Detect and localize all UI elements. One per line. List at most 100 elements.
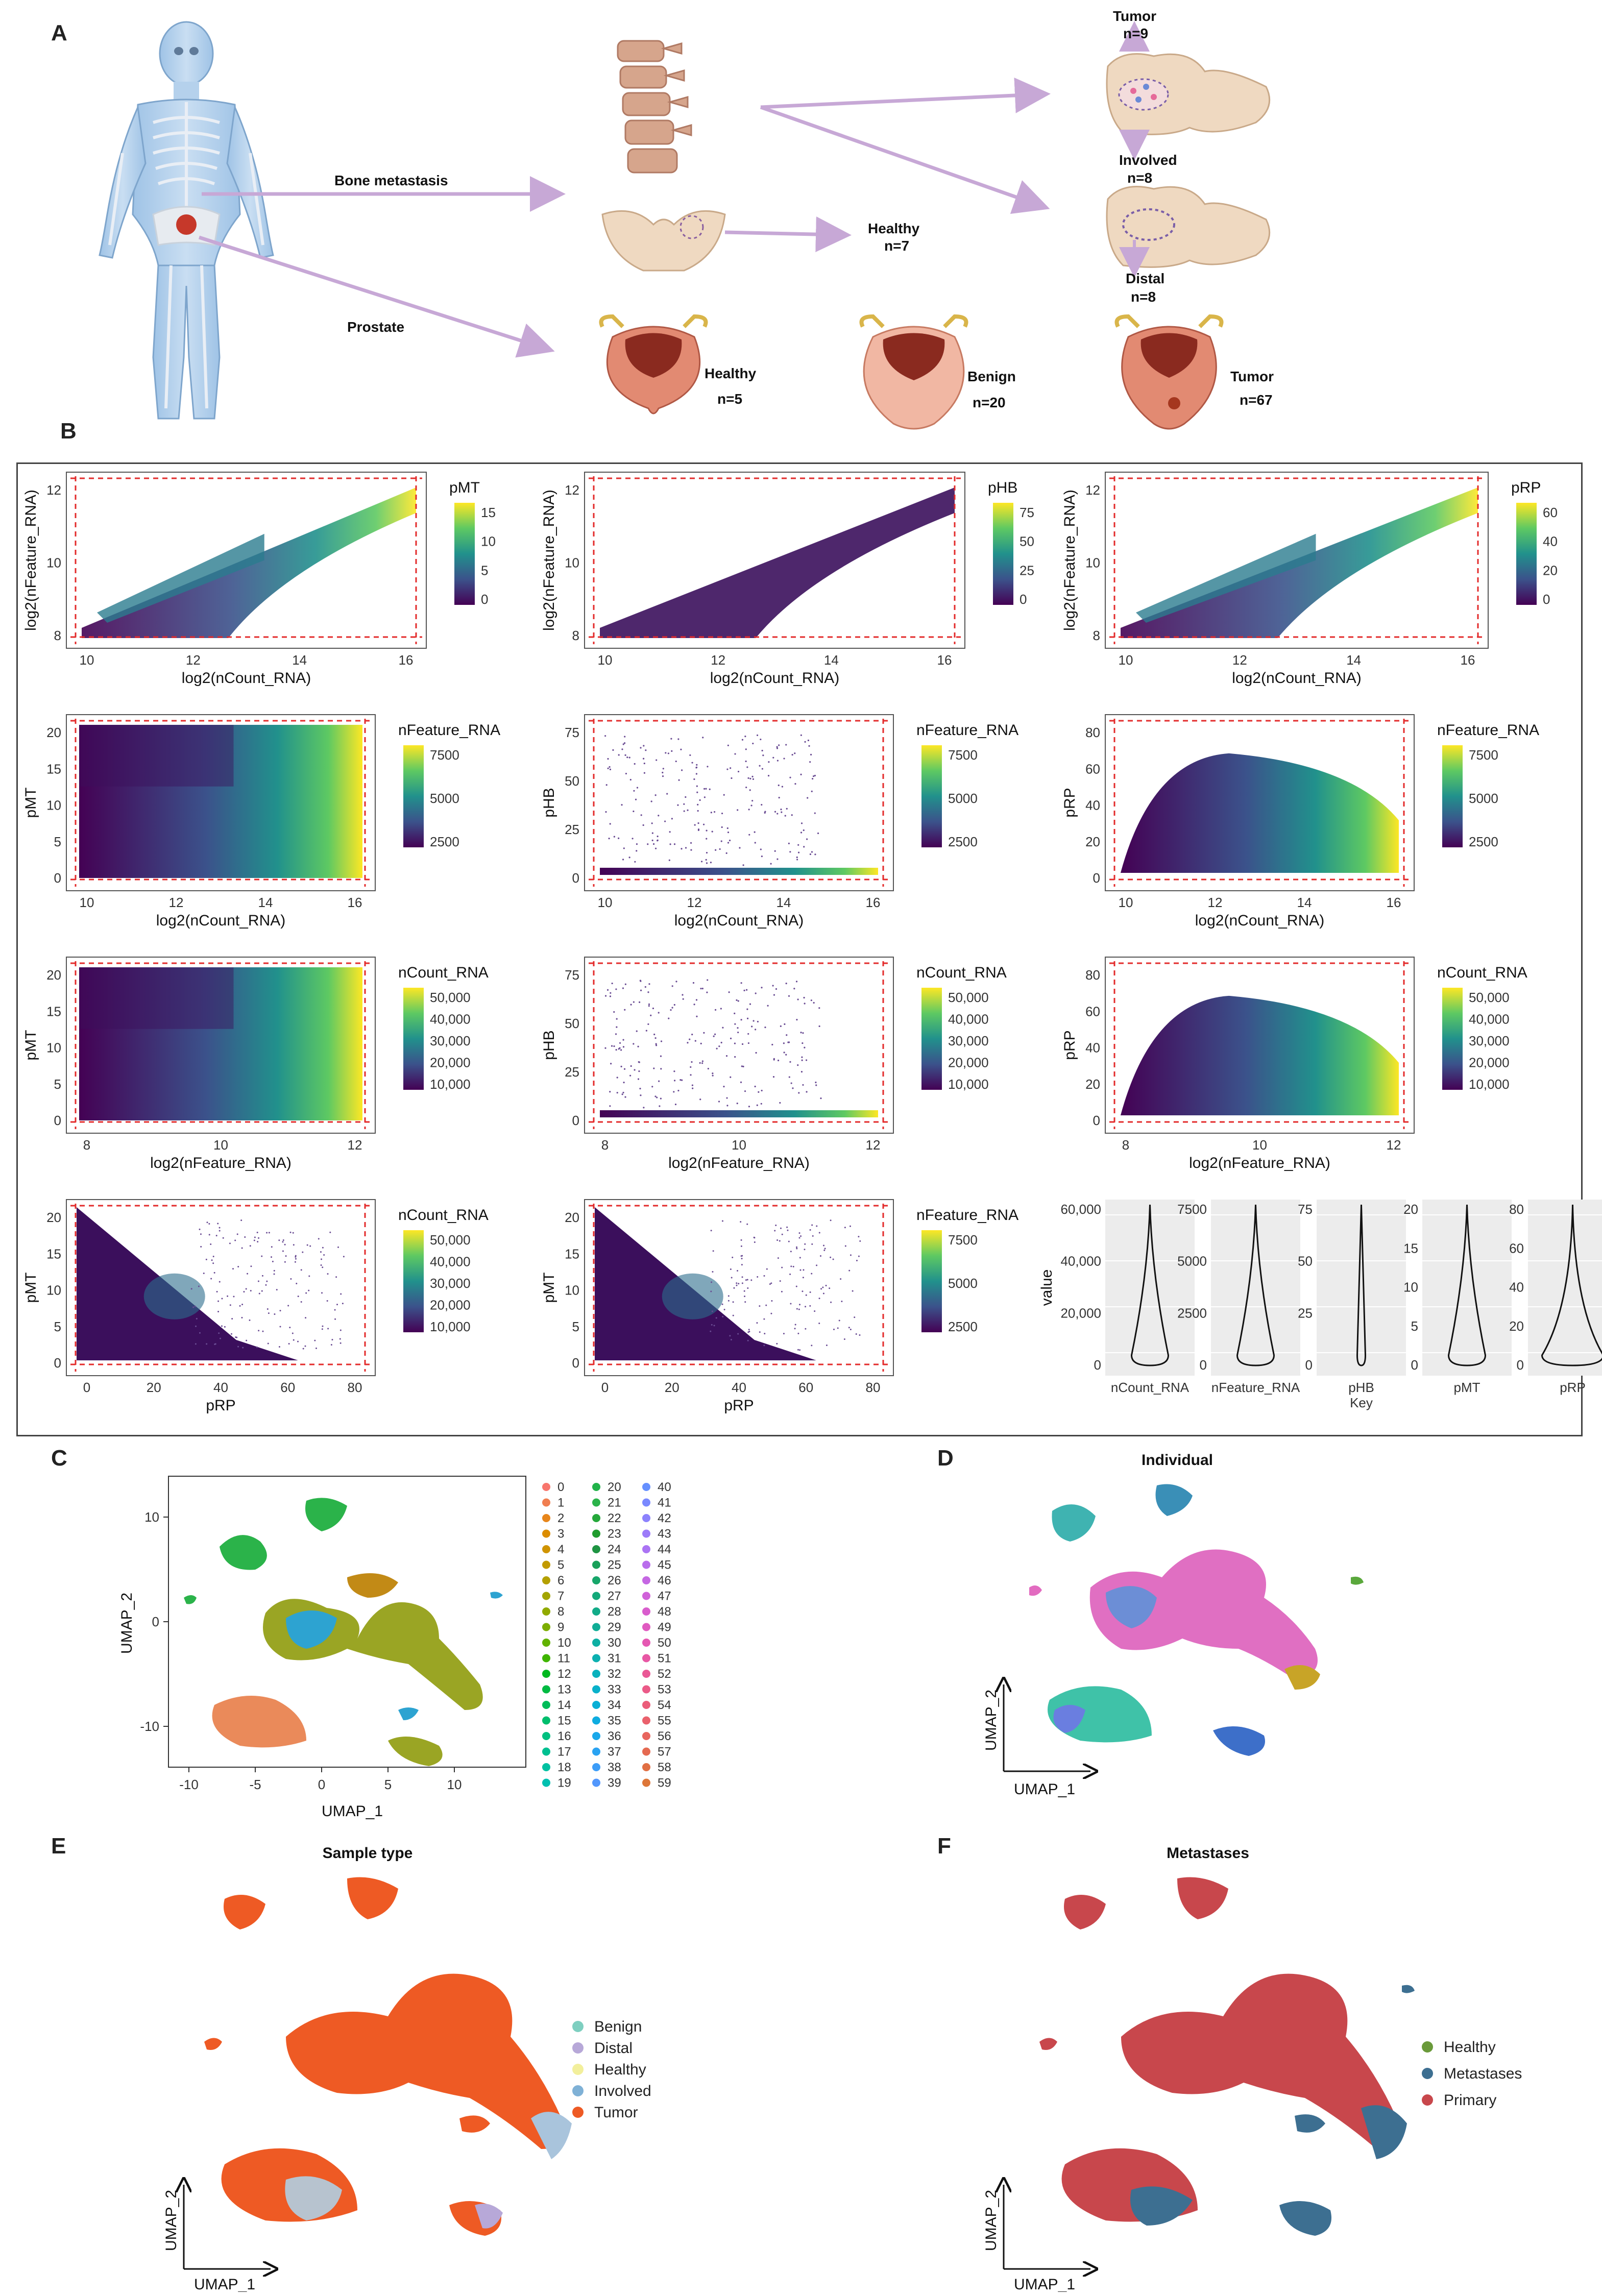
cluster-label: 22 [608, 1511, 621, 1525]
y-tick-label: 10 [565, 1283, 579, 1298]
y-tick-label: 15 [46, 1004, 61, 1019]
x-axis-title: pRP [724, 1397, 754, 1414]
cluster-label: 47 [658, 1590, 671, 1603]
qc-plot-r1c2: 10 12 14 16 8 10 12 log2(nCount_RNA) log2(nFeatu… [541, 472, 1034, 687]
cluster-label: 11 [557, 1652, 570, 1666]
colorbar-tick-label: 50,000 [430, 1232, 471, 1248]
colorbar-title: pMT [449, 479, 480, 496]
umap-e-xlabel: UMAP_1 [194, 2276, 255, 2292]
colorbar-title: pRP [1511, 479, 1541, 496]
qc-density [600, 734, 878, 875]
y-tick-label: 12 [565, 482, 579, 498]
violin-tick-label: 20 [1403, 1202, 1418, 1217]
colorbar-tick-label: 2500 [948, 834, 978, 849]
y-axis-title: log2(nFeature_RNA) [1061, 490, 1078, 631]
colorbar-tick-label: 40 [1543, 534, 1558, 549]
y-axis-title: pHB [541, 1030, 557, 1060]
cluster-legend-item: 34 [592, 1698, 621, 1712]
qc-threshold-lines [70, 1204, 371, 1372]
cluster-legend-item: 6 [542, 1574, 564, 1587]
label-prostate: Prostate [347, 319, 405, 335]
qc-scatter-grid: 10 12 14 16 8 10 12 log2(nCount_RNA) log2(nFeatu… [22, 472, 1602, 1414]
cluster-label: 12 [557, 1667, 571, 1681]
colorbar-tick-label: 20,000 [430, 1298, 471, 1313]
colorbar [993, 503, 1013, 605]
cluster-swatch [642, 1514, 650, 1522]
cluster-legend-item: 22 [592, 1511, 621, 1525]
legend-label: Distal [594, 2040, 633, 2057]
cluster-legend-item: 54 [642, 1698, 671, 1712]
y-tick-label: 0 [572, 1113, 579, 1128]
violin-xlabel: pHB [1348, 1380, 1374, 1395]
y-tick-label: 60 [1085, 1004, 1100, 1019]
cluster-label: 20 [608, 1480, 621, 1494]
x-axis-title: log2(nCount_RNA) [1195, 912, 1324, 929]
qc-threshold-lines [1109, 476, 1484, 644]
cluster-swatch [542, 1592, 550, 1600]
cluster-label: 31 [608, 1652, 621, 1666]
cluster-swatch [592, 1778, 600, 1787]
violin-tick-label: 2500 [1177, 1305, 1207, 1321]
cluster-legend-item: 4 [542, 1543, 564, 1556]
umap-c-ylabel: UMAP_2 [118, 1593, 135, 1654]
x-tick-label: 40 [213, 1380, 228, 1395]
cluster-legend-item: 39 [592, 1776, 621, 1790]
legend-swatch [572, 2042, 584, 2054]
cluster-label: 39 [608, 1776, 621, 1790]
cluster-legend-item: 33 [592, 1683, 621, 1697]
y-tick-label: 0 [572, 1355, 579, 1371]
cluster-swatch [592, 1654, 600, 1663]
cluster-legend-item: 19 [542, 1776, 571, 1790]
y-tick-label: 0 [1093, 1113, 1100, 1128]
y-tick-label: 75 [565, 725, 579, 740]
cluster-swatch [592, 1529, 600, 1538]
cluster-label: 6 [557, 1574, 564, 1587]
violin-panel-bg [1105, 1200, 1195, 1376]
cluster-legend-item: 37 [592, 1745, 621, 1759]
cluster-label: 36 [608, 1729, 621, 1743]
x-tick-label: 10 [80, 895, 94, 910]
label-healthy-bone-n: n=7 [884, 238, 910, 254]
colorbar-title: nFeature_RNA [1437, 722, 1539, 739]
umap-c-cells [184, 1498, 503, 1766]
cluster-swatch [642, 1576, 650, 1584]
cluster-legend-item: 2 [542, 1511, 564, 1525]
cluster-legend-item: 29 [592, 1621, 621, 1634]
colorbar-tick-label: 25 [1020, 563, 1034, 578]
umap-e-ylabel: UMAP_2 [163, 2190, 180, 2251]
violin-pMT: 0 5 10 15 20 pMT [1403, 1200, 1512, 1395]
x-tick-label: 20 [147, 1380, 161, 1395]
cluster-label: 23 [608, 1527, 621, 1541]
qc-plot-frame [584, 714, 894, 891]
y-axis-title: log2(nFeature_RNA) [541, 490, 557, 631]
colorbar-tick-label: 2500 [430, 834, 459, 849]
cluster-swatch [592, 1592, 600, 1600]
legend-swatch [1422, 2094, 1433, 2106]
y-tick-label: 20 [565, 1210, 579, 1225]
cluster-legend-item: 11 [542, 1652, 570, 1666]
violin-tick-label: 5 [1411, 1318, 1418, 1334]
y-tick-label: 5 [54, 1077, 61, 1092]
cluster-legend-item: 58 [642, 1761, 671, 1774]
cluster-swatch [592, 1732, 600, 1740]
x-tick-label: 0 [83, 1380, 90, 1395]
umap-c-x-tick: -10 [179, 1777, 199, 1792]
cluster-legend-item: 50 [642, 1636, 671, 1650]
colorbar-tick-label: 2500 [1469, 834, 1498, 849]
cluster-swatch [592, 1701, 600, 1709]
label-distal: Distal [1126, 271, 1165, 286]
cluster-legend-item: 1 [542, 1496, 564, 1510]
cluster-legend-item: 59 [642, 1776, 671, 1790]
colorbar-tick-label: 20,000 [430, 1055, 471, 1070]
cluster-label: 49 [658, 1621, 671, 1634]
label-healthy-prostate-n: n=5 [717, 391, 743, 407]
y-tick-label: 5 [54, 1319, 61, 1334]
violin-shape [1541, 1204, 1602, 1366]
cluster-legend-item: 8 [542, 1605, 564, 1619]
colorbar-tick-label: 5000 [948, 791, 978, 806]
violin-pHB: 0 25 50 75 pHB [1298, 1200, 1406, 1395]
cluster-label: 8 [557, 1605, 564, 1619]
x-tick-label: 80 [866, 1380, 881, 1395]
qc-threshold-lines [70, 476, 422, 644]
cluster-legend-item: 0 [542, 1480, 564, 1494]
